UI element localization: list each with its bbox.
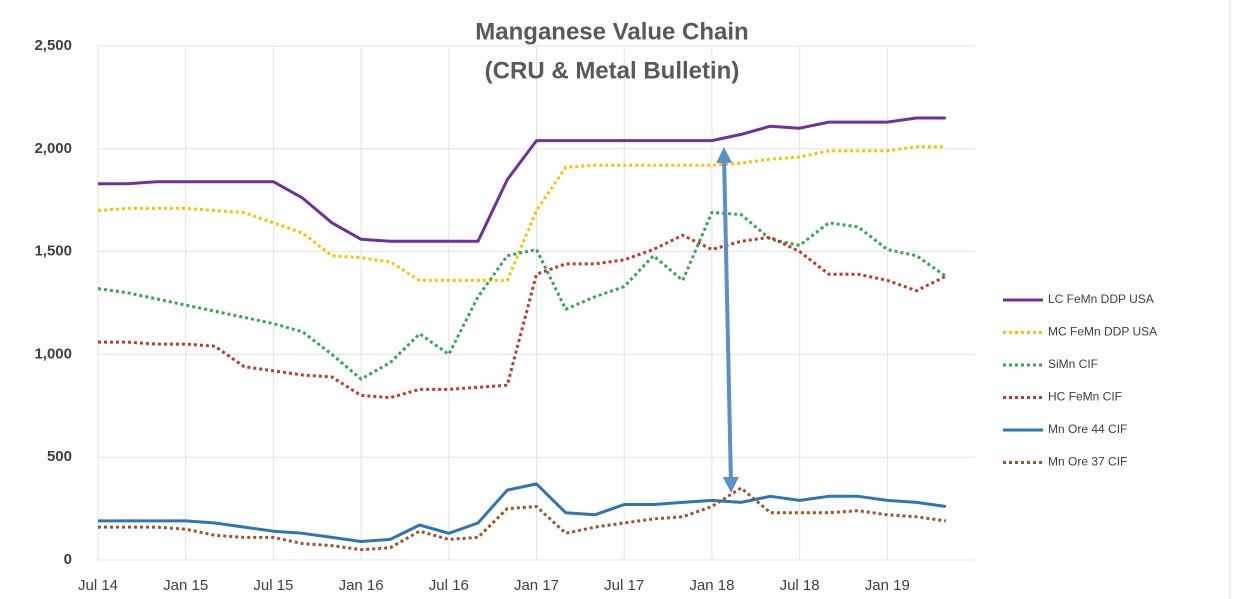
y-tick-label: 2,000 [34, 140, 72, 157]
legend-label: Mn Ore 44 CIF [1048, 422, 1127, 436]
y-tick-label: 500 [47, 448, 72, 465]
y-tick-label: 0 [64, 551, 72, 568]
plot-lines [97, 116, 947, 552]
series-line [98, 233, 947, 400]
y-tick-label: 1,000 [34, 345, 72, 362]
legend-label: MC FeMn DDP USA [1048, 325, 1157, 339]
x-tick-label: Jul 17 [604, 577, 644, 594]
series-line [98, 116, 946, 243]
x-tick-label: Jan 19 [865, 577, 910, 594]
legend-label: LC FeMn DDP USA [1048, 292, 1154, 306]
series-line [97, 211, 947, 381]
x-tick-label: Jul 14 [78, 577, 118, 594]
arrow [716, 147, 739, 493]
y-tick-label: 2,500 [34, 37, 72, 54]
chart-title: Manganese Value Chain [475, 18, 748, 45]
series-line [97, 145, 946, 282]
x-tick-label: Jul 15 [253, 577, 293, 594]
legend-label: SiMn CIF [1048, 357, 1098, 371]
x-tick-label: Jul 18 [780, 577, 820, 594]
x-tick-label: Jan 15 [163, 577, 208, 594]
x-tick-label: Jan 18 [689, 577, 734, 594]
grid [97, 45, 975, 561]
series-line [98, 482, 947, 543]
x-tick-label: Jul 16 [429, 577, 469, 594]
legend-label: Mn Ore 37 CIF [1048, 455, 1127, 469]
y-tick-label: 1,500 [34, 243, 72, 260]
chart-subtitle: (CRU & Metal Bulletin) [485, 57, 740, 84]
legend-label: HC FeMn CIF [1048, 390, 1122, 404]
x-tick-label: Jan 17 [514, 577, 559, 594]
x-tick-label: Jan 16 [339, 577, 384, 594]
